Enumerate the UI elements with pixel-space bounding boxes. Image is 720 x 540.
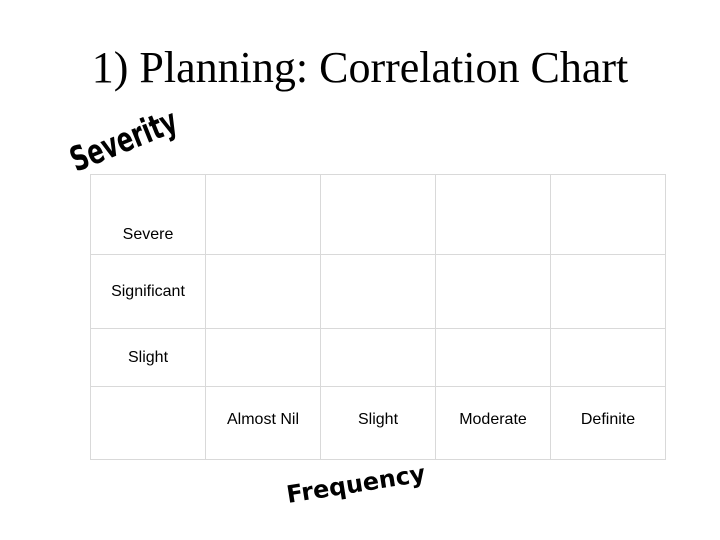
severity-level-label: Significant (90, 254, 206, 329)
frequency-level-moderate: Moderate (459, 411, 527, 428)
severity-level-significant: Significant (111, 282, 185, 300)
grid-cell (435, 254, 551, 329)
grid-cell (550, 174, 666, 255)
grid-cell (205, 254, 321, 329)
severity-level-severe: Severe (122, 226, 174, 243)
page-title: 1) Planning: Correlation Chart (91, 43, 629, 92)
severity-row: Significant (90, 254, 666, 329)
corner-cell (90, 386, 206, 460)
grid-cell (320, 174, 436, 255)
severity-row: Slight (90, 328, 666, 387)
frequency-row: Almost Nil Slight Moderate Definite (90, 386, 666, 460)
grid-cell (320, 328, 436, 387)
frequency-level-label: Slight (320, 386, 436, 460)
grid-cell (550, 254, 666, 329)
severity-row: Severe (90, 174, 666, 255)
severity-level-label: Slight (90, 328, 206, 387)
grid-cell (435, 328, 551, 387)
frequency-axis-title: Frequency (285, 459, 428, 509)
severity-level-slight: Slight (127, 348, 169, 366)
grid-cell (205, 174, 321, 255)
frequency-level-definite: Definite (580, 411, 636, 428)
severity-level-label: Severe (90, 174, 206, 255)
frequency-level-label: Definite (550, 386, 666, 460)
grid-cell (435, 174, 551, 255)
frequency-level-slight: Slight (357, 411, 399, 428)
frequency-level-almost-nil: Almost Nil (226, 411, 299, 428)
frequency-level-label: Almost Nil (205, 386, 321, 460)
severity-axis-title: Severity (64, 101, 183, 180)
grid-cell (205, 328, 321, 387)
frequency-level-label: Moderate (435, 386, 551, 460)
grid-cell (320, 254, 436, 329)
grid-cell (550, 328, 666, 387)
correlation-grid: Severe Significant Slight Almost Nil Sli… (90, 174, 666, 460)
